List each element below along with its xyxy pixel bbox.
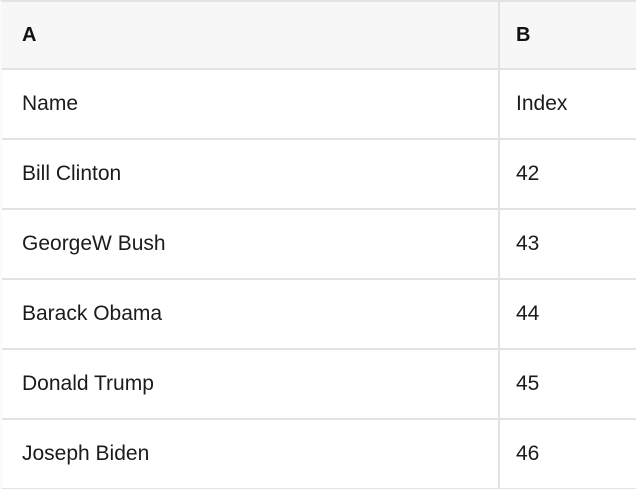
table-cell[interactable]: 43	[500, 210, 636, 280]
table-cell[interactable]: Barack Obama	[2, 280, 500, 350]
column-header-b[interactable]: B	[500, 2, 636, 70]
table-cell[interactable]: 42	[500, 140, 636, 210]
table-cell[interactable]: Name	[2, 70, 500, 140]
table-cell[interactable]: 44	[500, 280, 636, 350]
table-cell[interactable]: Index	[500, 70, 636, 140]
table-cell[interactable]: 46	[500, 420, 636, 489]
table-cell[interactable]: 45	[500, 350, 636, 420]
column-header-a[interactable]: A	[2, 2, 500, 70]
table-cell[interactable]: Bill Clinton	[2, 140, 500, 210]
table-cell[interactable]: GeorgeW Bush	[2, 210, 500, 280]
table-cell[interactable]: Joseph Biden	[2, 420, 500, 489]
table-cell[interactable]: Donald Trump	[2, 350, 500, 420]
